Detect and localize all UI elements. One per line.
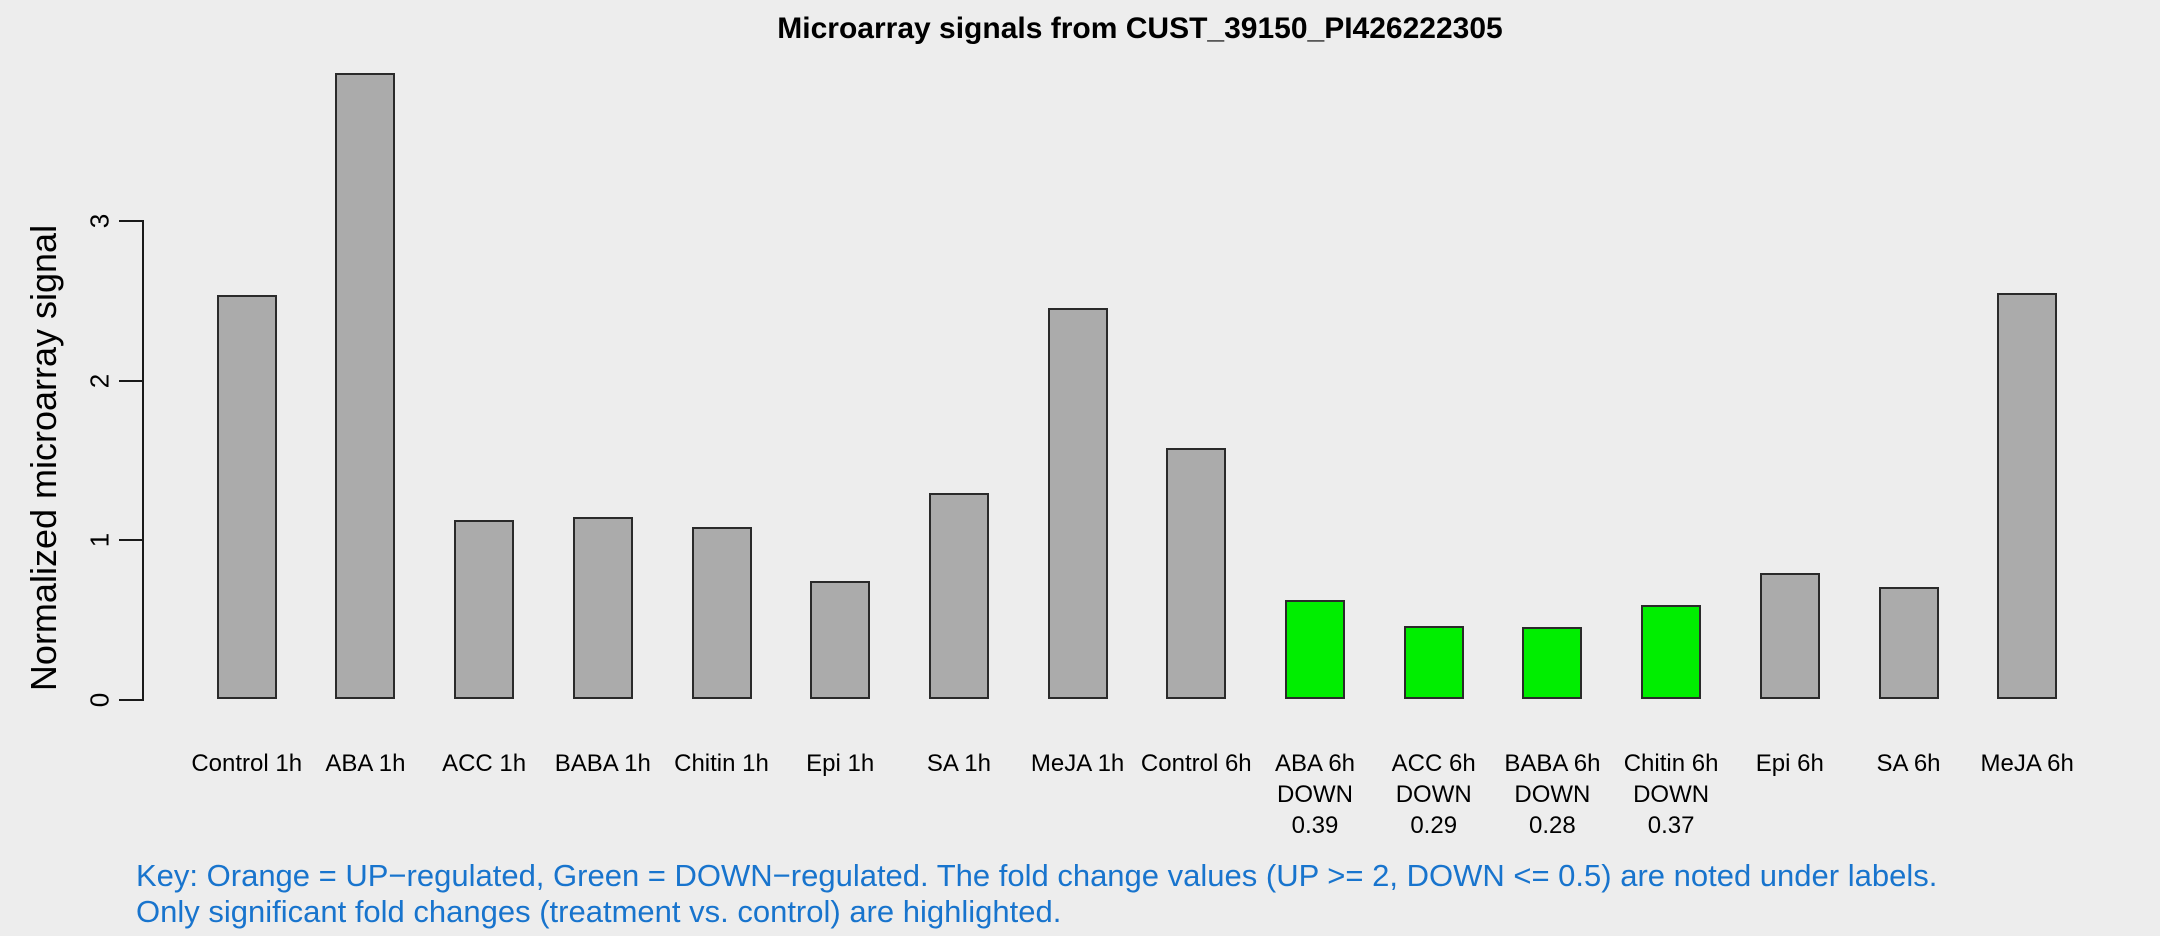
- bar-aba-1h: [335, 72, 396, 699]
- x-label-line: DOWN: [1395, 781, 1472, 808]
- y-axis-label: Normalized microarray signal: [23, 224, 64, 692]
- chart-title: Microarray signals from CUST_39150_PI426…: [777, 12, 1503, 45]
- bar-control-6h: [1166, 448, 1227, 699]
- x-label-meja-6h: MeJA 6h: [1947, 748, 2107, 779]
- x-label-line: ABA 1h: [325, 750, 406, 777]
- x-label-line: SA 6h: [1876, 750, 1941, 777]
- x-label-line: DOWN: [1277, 781, 1353, 808]
- x-label-line: ACC 6h: [1391, 750, 1476, 777]
- x-label-acc-1h: ACC 1h: [404, 748, 564, 779]
- x-label-meja-1h: MeJA 1h: [998, 748, 1158, 779]
- bar-control-1h: [216, 294, 277, 699]
- bar-chitin-6h: [1641, 604, 1702, 699]
- x-label-line: Chitin 1h: [674, 750, 769, 777]
- x-label-line: SA 1h: [926, 750, 991, 777]
- bar-meja-6h: [1997, 293, 2058, 699]
- x-label-line: BABA 6h: [1504, 750, 1601, 777]
- y-axis-line: [142, 219, 144, 701]
- x-label-line: MeJA 1h: [1030, 750, 1125, 777]
- bar-baba-6h: [1522, 627, 1583, 699]
- key-note-line-1: Key: Orange = UP−regulated, Green = DOWN…: [136, 858, 1938, 893]
- y-tick-label: 0: [84, 692, 115, 708]
- x-label-baba-1h: BABA 1h: [523, 748, 683, 779]
- bar-aba-6h: [1285, 599, 1345, 699]
- x-label-line: ACC 1h: [442, 750, 527, 777]
- x-label-control-6h: Control 6h: [1116, 748, 1276, 779]
- x-label-line: Control 1h: [191, 750, 303, 777]
- x-label-line: Epi 6h: [1755, 750, 1824, 777]
- x-label-line: ABA 6h: [1274, 750, 1356, 777]
- x-label-aba-6h: ABA 6h DOWN 0.39: [1235, 748, 1395, 841]
- bar-epi-1h: [810, 580, 871, 699]
- x-label-line: Epi 1h: [806, 750, 875, 777]
- x-label-line: Chitin 6h: [1623, 750, 1719, 777]
- x-label-chitin-1h: Chitin 1h: [642, 748, 802, 779]
- y-tick-label: 2: [84, 373, 115, 388]
- x-label-sa-1h: SA 1h: [879, 748, 1039, 779]
- x-label-baba-6h: BABA 6h DOWN 0.28: [1472, 748, 1632, 841]
- bar-acc-1h: [454, 520, 515, 699]
- bar-chitin-1h: [691, 526, 752, 699]
- x-label-epi-6h: Epi 6h: [1710, 748, 1870, 779]
- bar-sa-6h: [1878, 587, 1939, 699]
- key-note-line-2: Only significant fold changes (treatment…: [136, 894, 1062, 929]
- x-label-epi-1h: Epi 1h: [760, 748, 920, 779]
- x-label-line: 0.39: [1291, 812, 1339, 839]
- x-label-line: Control 6h: [1140, 750, 1252, 777]
- bar-acc-6h: [1403, 625, 1464, 699]
- x-label-acc-6h: ACC 6h DOWN 0.29: [1354, 748, 1514, 841]
- x-label-line: DOWN: [1514, 781, 1591, 808]
- x-label-line: 0.37: [1647, 812, 1695, 839]
- y-tick-mark: [119, 219, 142, 222]
- bar-meja-1h: [1047, 307, 1108, 699]
- bar-baba-1h: [572, 516, 633, 699]
- x-label-line: BABA 1h: [554, 750, 651, 777]
- x-label-control-1h: Control 1h: [167, 748, 327, 779]
- x-label-line: MeJA 6h: [1980, 750, 2074, 777]
- y-tick-label: 1: [84, 533, 115, 548]
- bar-epi-6h: [1759, 572, 1820, 699]
- y-tick-label: 3: [84, 213, 115, 229]
- x-label-aba-1h: ABA 1h: [285, 748, 445, 779]
- y-tick-mark: [119, 379, 142, 382]
- y-tick-mark: [119, 699, 142, 701]
- y-tick-mark: [119, 539, 142, 542]
- x-label-line: 0.28: [1529, 812, 1576, 839]
- bar-sa-1h: [928, 492, 989, 699]
- x-label-chitin-6h: Chitin 6h DOWN 0.37: [1591, 748, 1751, 841]
- x-label-line: 0.29: [1410, 812, 1458, 839]
- x-label-line: DOWN: [1633, 781, 1710, 808]
- x-label-sa-6h: SA 6h: [1829, 748, 1989, 779]
